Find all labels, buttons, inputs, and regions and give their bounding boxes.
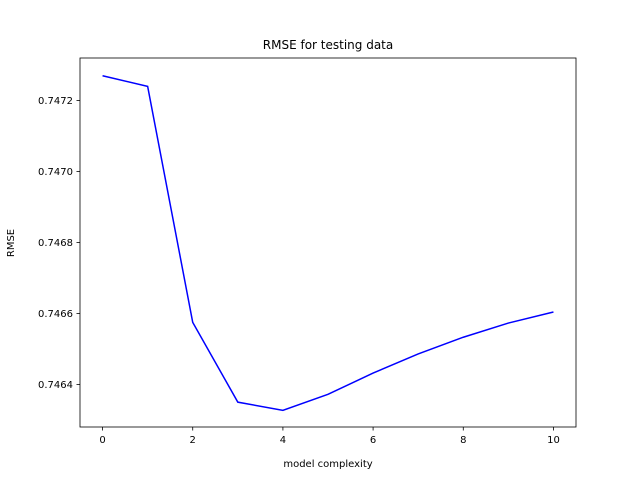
x-tick-label: 0 [99,435,105,446]
y-axis-ticks: 0.7464 0.7466 0.7468 0.7470 0.7472 [38,96,80,391]
x-axis-ticks: 0 2 4 6 8 10 [99,427,560,446]
rmse-series-points [102,75,554,411]
x-tick-label: 2 [190,435,196,446]
x-tick-label: 4 [280,435,286,446]
y-tick-label: 0.7468 [38,238,73,249]
y-tick-label: 0.7472 [38,96,73,107]
y-tick-label: 0.7470 [38,167,73,178]
x-axis-label: model complexity [283,459,372,470]
y-tick-label: 0.7464 [38,380,73,391]
x-tick-label: 8 [460,435,466,446]
x-tick-label: 6 [370,435,376,446]
y-tick-label: 0.7466 [38,309,73,320]
chart-title: RMSE for testing data [263,38,393,52]
y-axis-label: RMSE [6,229,17,257]
x-tick-label: 10 [547,435,560,446]
plot-frame [79,57,577,428]
rmse-series-line [102,75,554,412]
